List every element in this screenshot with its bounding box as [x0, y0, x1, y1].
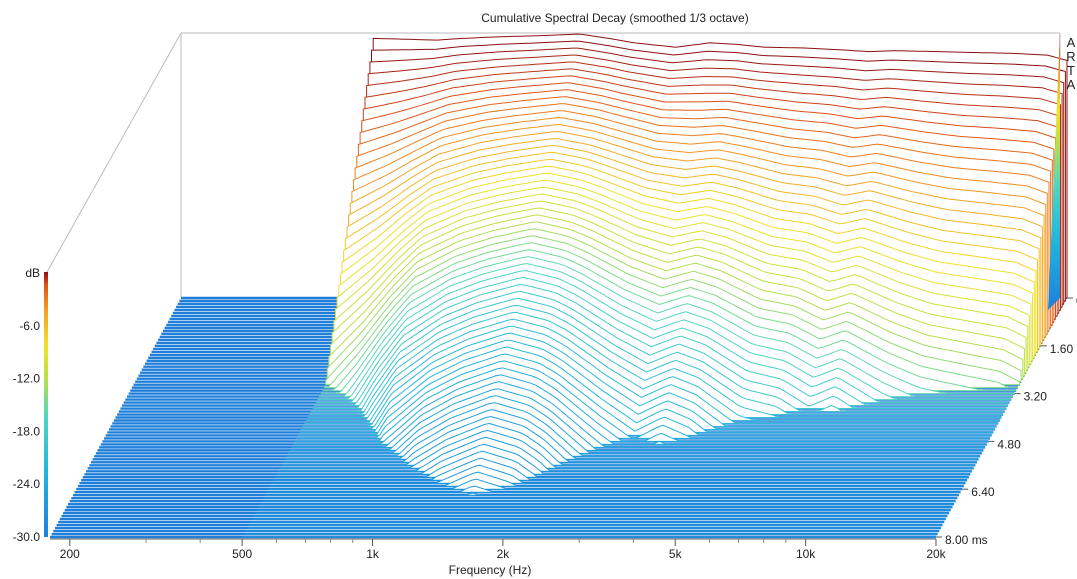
x-tick-label: 20k [926, 547, 946, 561]
time-tick-label: 4.80 [997, 437, 1021, 451]
time-tick-label: 3.20 [1024, 390, 1048, 404]
z-tick-label: -12.0 [13, 372, 41, 386]
z-tick-label: -6.0 [19, 319, 40, 333]
brand-letter: A [1067, 77, 1076, 92]
x-tick-label: 200 [60, 547, 80, 561]
brand-letter: A [1067, 35, 1076, 50]
time-tick-label: 1.60 [1050, 342, 1074, 356]
left-depth-top-edge [46, 32, 182, 273]
decay-slice [268, 478, 963, 490]
x-tick-label: 10k [796, 547, 816, 561]
z-tick-label: dB [25, 266, 40, 280]
x-tick-label: 2k [497, 547, 511, 561]
z-tick-label: -24.0 [13, 477, 41, 491]
z-tick-label: -18.0 [13, 424, 41, 438]
decay-slices [242, 33, 1068, 538]
x-axis-label: Frequency (Hz) [449, 563, 532, 577]
time-axis: 01.603.204.806.408.00 ms [936, 294, 1077, 547]
frequency-axis: 200 500 1k 2k 5k 10k 20k [50, 538, 947, 561]
z-tick-label: -30.0 [13, 530, 41, 544]
time-tick-label: 8.00 ms [945, 533, 988, 547]
x-tick-label: 1k [366, 547, 380, 561]
time-tick-label: 6.40 [971, 485, 995, 499]
decay-slice [273, 457, 968, 481]
z-colorbar [44, 272, 48, 537]
z-axis: dB -6.0 -12.0 -18.0 -24.0 -30.0 [13, 266, 41, 544]
brand-letter: T [1067, 63, 1075, 78]
x-tick-label: 5k [669, 547, 683, 561]
decay-slice [271, 464, 966, 484]
x-tick-label: 500 [232, 547, 252, 561]
decay-slice [270, 471, 964, 487]
chart-title: Cumulative Spectral Decay (smoothed 1/3 … [481, 11, 748, 25]
decay-slice [266, 485, 961, 493]
decay-slice [265, 492, 959, 496]
brand-letter: R [1066, 49, 1075, 64]
time-colorbar [1048, 33, 1060, 310]
